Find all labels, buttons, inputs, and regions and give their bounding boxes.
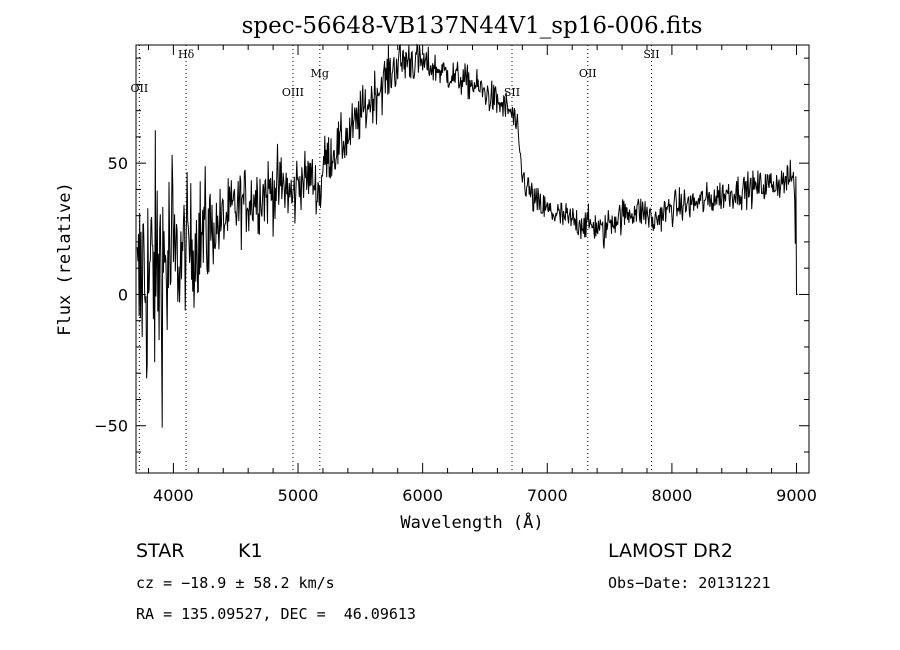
y-axis-label: Flux (relative): [55, 182, 75, 336]
y-tick-label: 50: [108, 154, 128, 173]
redshift-velocity: cz = −18.9 ± 58.2 km/s: [136, 574, 335, 592]
object-class: STAR: [136, 540, 185, 562]
chart-title: spec-56648-VB137N44V1_sp16-006.fits: [242, 13, 703, 39]
object-subclass: K1: [238, 540, 263, 562]
y-tick-label: 0: [118, 285, 128, 304]
survey-name: LAMOST DR2: [608, 540, 733, 562]
spectral-line-label: OII: [579, 67, 597, 80]
axis-ticks: [136, 45, 809, 473]
spectral-line-label: Mg: [311, 67, 329, 80]
y-tick-label: −50: [94, 417, 128, 436]
spectral-line-label: OII: [131, 82, 149, 95]
spectral-line-label: SII: [504, 86, 520, 99]
x-tick-label: 7000: [527, 486, 568, 505]
x-tick-label: 8000: [652, 486, 693, 505]
plot-frame: [135, 44, 810, 474]
series-layer: [136, 43, 798, 428]
x-tick-label: 5000: [278, 486, 319, 505]
spectral-line-markers: OII Hδ OIII Mg SII OII SII: [131, 45, 660, 473]
spectral-line-label: SII: [643, 48, 659, 61]
spectral-line-label: OIII: [282, 86, 304, 99]
x-axis-label: Wavelength (Å): [400, 511, 543, 533]
observation-date: Obs−Date: 20131221: [608, 574, 771, 592]
tick-labels: 4000 5000 6000 7000 8000 9000 −50 0 50: [94, 154, 817, 505]
coordinates: RA = 135.09527, DEC = 46.09613: [136, 605, 416, 623]
x-tick-label: 6000: [402, 486, 443, 505]
x-tick-label: 9000: [776, 486, 817, 505]
spectral-line-label: Hδ: [178, 48, 195, 61]
x-tick-label: 4000: [153, 486, 194, 505]
spectrum-flux-line: [136, 43, 798, 428]
